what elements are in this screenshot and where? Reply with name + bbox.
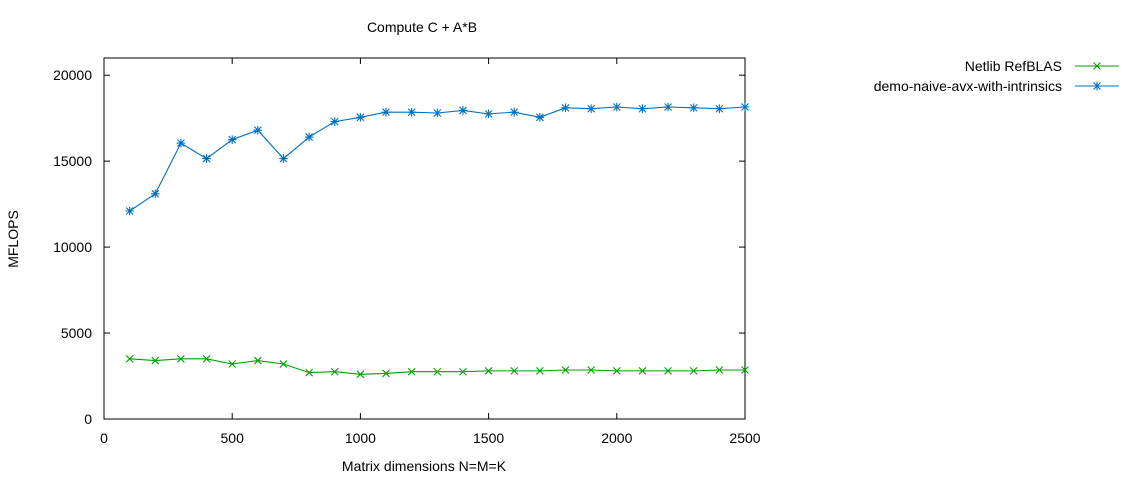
data-point (740, 102, 750, 112)
data-point (202, 354, 211, 363)
x-tick-label: 2500 (729, 430, 760, 446)
data-point (253, 125, 263, 135)
data-point (433, 367, 442, 376)
data-point (151, 356, 160, 365)
data-point (253, 356, 262, 365)
data-point (715, 366, 724, 374)
data-point (510, 366, 519, 375)
data-point (227, 135, 237, 144)
data-point (458, 106, 468, 115)
y-tick-label: 20000 (53, 67, 92, 83)
x-tick-label: 0 (100, 430, 108, 446)
data-point (356, 113, 365, 122)
data-point (664, 366, 672, 375)
data-point (150, 189, 160, 199)
y-tick-label: 0 (84, 411, 92, 427)
data-point (407, 107, 416, 117)
data-point (741, 366, 749, 374)
data-point (125, 354, 134, 363)
y-axis-label: MFLOPS (5, 210, 21, 268)
data-point (612, 366, 621, 375)
data-point (663, 102, 673, 112)
y-tick-label: 5000 (61, 325, 92, 341)
data-point (382, 369, 390, 378)
data-point (561, 366, 570, 374)
legend: Netlib RefBLAS demo-naive-avx-with-intrin… (874, 58, 1119, 94)
data-point (561, 103, 570, 113)
data-point (381, 107, 391, 117)
series-line (129, 106, 746, 212)
data-point (715, 104, 724, 114)
y-tick-label: 10000 (53, 239, 92, 255)
data-point (279, 154, 288, 163)
data-point (407, 367, 416, 376)
legend-label: Netlib RefBLAS (965, 58, 1062, 74)
legend-marker (1093, 62, 1101, 70)
legend-label: demo-naive-avx-with-intrinsics (874, 78, 1062, 94)
series-layer (125, 102, 750, 379)
series-2 (125, 102, 750, 216)
data-point (638, 104, 647, 114)
chart-title: Compute C + A*B (367, 19, 477, 35)
data-point (356, 370, 365, 379)
data-point (535, 366, 544, 375)
data-point (638, 366, 647, 375)
data-point (228, 360, 237, 368)
x-tick-label: 1000 (345, 430, 376, 446)
data-point (587, 366, 596, 374)
data-point (484, 366, 493, 375)
data-point (330, 367, 339, 376)
legend-marker (1092, 81, 1102, 91)
data-point (304, 132, 314, 142)
data-point (689, 103, 699, 113)
y-axis-ticks: 0 5000 10000 15000 20000 (53, 67, 745, 427)
x-axis-label: Matrix dimensions N=M=K (342, 458, 507, 474)
data-point (535, 113, 545, 122)
data-point (330, 117, 340, 126)
data-point (433, 108, 442, 118)
data-point (689, 366, 698, 375)
x-tick-label: 2000 (601, 430, 632, 446)
data-point (509, 107, 519, 117)
data-point (612, 102, 622, 112)
data-point (202, 154, 211, 163)
data-point (125, 206, 134, 216)
data-point (586, 104, 596, 114)
data-point (177, 354, 185, 363)
x-tick-label: 1500 (473, 430, 504, 446)
data-point (176, 138, 186, 148)
data-point (459, 367, 467, 376)
plot-frame (103, 57, 746, 420)
series-1 (125, 354, 749, 379)
y-tick-label: 15000 (53, 153, 92, 169)
data-point (305, 368, 314, 377)
data-point (279, 360, 288, 368)
data-point (484, 109, 493, 119)
x-axis-ticks: 0 500 1000 1500 2000 2500 (100, 58, 761, 446)
x-tick-label: 500 (221, 430, 245, 446)
